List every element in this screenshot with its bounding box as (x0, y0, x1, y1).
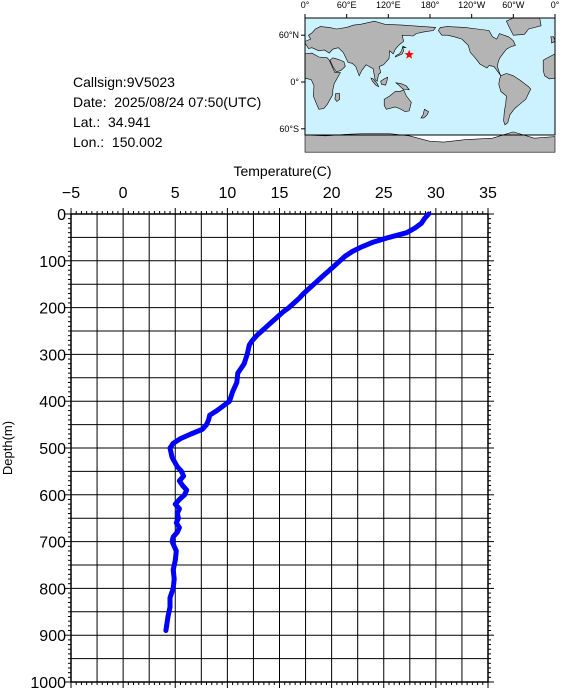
map-lon-label: 120°E (376, 0, 401, 10)
y-tick-label: 400 (39, 394, 66, 411)
landmass-antarctica (304, 131, 556, 153)
y-tick-label: 500 (39, 441, 66, 458)
landmass-south-america (498, 73, 532, 126)
map-lon-label: 0° (551, 0, 560, 10)
y-tick-label: 900 (39, 628, 66, 645)
map-lat-label: 60°N (279, 30, 299, 40)
map-lon-label: 0° (301, 0, 310, 10)
landmass-uk (550, 36, 556, 44)
landmass-arabia (329, 57, 346, 73)
x-axis-title: Temperature(C) (233, 163, 331, 179)
y-tick-label: 200 (39, 301, 66, 318)
y-tick-label: 800 (39, 581, 66, 598)
y-tick-label: 600 (39, 488, 66, 505)
temperature-depth-chart: −5 0 5 10 15 20 25 30 35 0 100 200 300 400 500 600 700 80… (0, 163, 497, 690)
y-tick-label: 1000 (30, 675, 66, 690)
landmass-new-zealand (420, 108, 429, 119)
callsign-label: Callsign:9V5023 (73, 74, 175, 90)
landmass-borneo (380, 76, 388, 86)
landmass-eurasia (304, 20, 437, 82)
landmass-west-africa (542, 53, 556, 80)
x-tick-label: −5 (62, 185, 80, 202)
y-tick-label: 300 (39, 347, 66, 364)
x-tick-label: 35 (479, 185, 497, 202)
map-lat-label: 0° (290, 77, 299, 87)
x-tick-label: 30 (427, 185, 445, 202)
longitude-label: Lon.: 150.002 (73, 134, 163, 150)
x-tick-label: 15 (271, 185, 289, 202)
landmass-australia (383, 89, 412, 112)
map-lat-label: 60°S (279, 124, 299, 134)
temperature-profile-line (163, 211, 432, 633)
latitude-label: Lat.: 34.941 (73, 114, 151, 130)
map-lon-label: 60°W (502, 0, 525, 10)
y-axis-title: Depth(m) (0, 421, 15, 475)
x-tick-label: 10 (218, 185, 236, 202)
x-tick-label: 5 (171, 185, 180, 202)
map-lon-label: 120°W (458, 0, 486, 10)
x-tick-label: 0 (119, 185, 128, 202)
landmass-madagascar (334, 93, 341, 102)
plot-frame (70, 213, 489, 683)
position-marker-star (404, 49, 414, 59)
x-tick-label: 25 (375, 185, 393, 202)
y-tick-label: 700 (39, 535, 66, 552)
date-label: Date: 2025/08/24 07:50(UTC) (73, 94, 262, 110)
landmass-sumatra (370, 77, 380, 88)
world-map: 0° 60°E 120°E 180° 120°W 60°W 0° 60°N 0° 60°S (279, 0, 560, 153)
x-tick-label: 20 (323, 185, 341, 202)
map-lon-label: 180° (421, 0, 440, 10)
y-tick-label: 100 (39, 254, 66, 271)
landmass-new-guinea (394, 82, 410, 91)
landmass-africa (304, 52, 341, 110)
landmass-north-america (437, 26, 516, 76)
landmass-japan (394, 45, 407, 58)
y-tick-label: 0 (57, 207, 66, 224)
map-lon-label: 60°E (337, 0, 357, 10)
